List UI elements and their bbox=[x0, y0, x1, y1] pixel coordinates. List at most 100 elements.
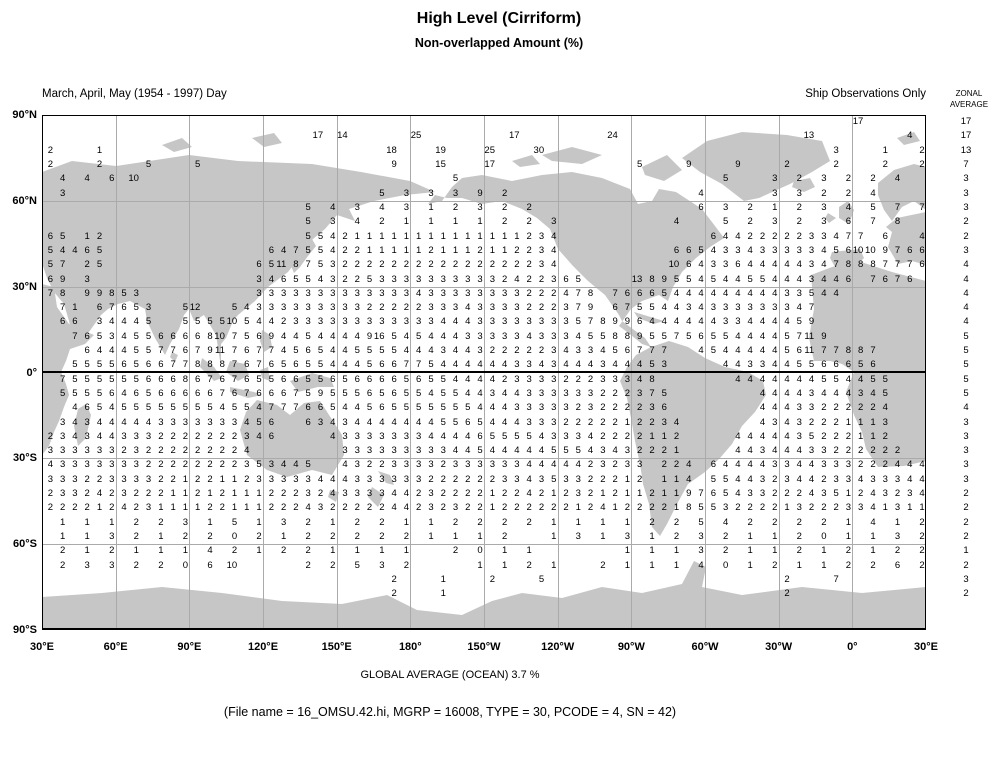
grid-cell-value: 6 bbox=[170, 387, 176, 399]
grid-cell-value: 3 bbox=[600, 445, 606, 457]
grid-cell-value: 2 bbox=[158, 445, 164, 457]
grid-cell-value: 5 bbox=[145, 345, 152, 357]
grid-cell-value: 4 bbox=[403, 345, 410, 357]
zonal-average-value: 5 bbox=[963, 387, 969, 399]
grid-cell-value: 3 bbox=[109, 459, 115, 471]
grid-cell-value: 3 bbox=[231, 416, 238, 428]
grid-cell-value: 3 bbox=[379, 316, 385, 328]
grid-cell-value: 5 bbox=[84, 387, 90, 399]
grid-cell-value: 6 bbox=[158, 330, 164, 342]
grid-cell-value: 4 bbox=[747, 345, 753, 357]
grid-cell-value: 5 bbox=[833, 244, 839, 256]
grid-cell-value: 2 bbox=[575, 416, 581, 428]
grid-cell-value: 3 bbox=[305, 302, 311, 314]
grid-cell-value: 3 bbox=[403, 430, 410, 442]
grid-cell-value: 6 bbox=[182, 330, 189, 342]
grid-cell-value: 2 bbox=[526, 273, 532, 285]
zonal-average-value: 5 bbox=[963, 373, 969, 385]
grid-cell-value: 3 bbox=[268, 302, 274, 314]
grid-cell-value: 3 bbox=[440, 445, 446, 457]
grid-cell-value: 7 bbox=[59, 302, 66, 314]
grid-cell-value: 5 bbox=[317, 373, 324, 385]
grid-cell-value: 7 bbox=[575, 287, 581, 299]
x-axis-tick-label: 60°E bbox=[103, 641, 128, 653]
grid-cell-value: 7 bbox=[280, 402, 287, 414]
grid-cell-value: 3 bbox=[330, 287, 336, 299]
grid-cell-value: 4 bbox=[256, 402, 262, 414]
grid-cell-value: 6 bbox=[305, 402, 311, 414]
grid-cell-value: 3 bbox=[354, 473, 360, 485]
grid-cell-value: 4 bbox=[342, 402, 348, 414]
grid-cell-value: 3 bbox=[403, 287, 410, 299]
grid-cell-value: 4 bbox=[747, 430, 753, 442]
grid-cell-value: 5 bbox=[207, 402, 213, 414]
grid-cell-value: 4 bbox=[538, 430, 545, 442]
grid-cell-value: 5 bbox=[686, 330, 692, 342]
grid-cell-value: 3 bbox=[109, 445, 115, 457]
grid-cell-value: 1 bbox=[452, 216, 459, 228]
grid-cell-value: 6 bbox=[305, 416, 311, 428]
grid-cell-value: 2 bbox=[47, 144, 53, 156]
grid-cell-value: 3 bbox=[440, 287, 446, 299]
grid-cell-value: 4 bbox=[747, 330, 753, 342]
grid-cell-value: 5 bbox=[317, 359, 324, 371]
grid-cell-value: 3 bbox=[477, 201, 483, 213]
grid-cell-value: 6 bbox=[158, 359, 164, 371]
grid-cell-value: 3 bbox=[587, 402, 594, 414]
x-axis-tick-label: 0° bbox=[847, 641, 858, 653]
grid-cell-value: 4 bbox=[121, 345, 127, 357]
grid-cell-value: 3 bbox=[600, 459, 606, 471]
grid-cell-value: 7 bbox=[661, 345, 667, 357]
grid-cell-value: 5 bbox=[612, 345, 618, 357]
grid-cell-value: 18 bbox=[386, 144, 397, 156]
grid-cell-value: 5 bbox=[686, 273, 692, 285]
grid-cell-value: 4 bbox=[403, 502, 410, 514]
grid-cell-value: 3 bbox=[563, 316, 569, 328]
grid-cell-value: 4 bbox=[587, 359, 594, 371]
grid-cell-value: 2 bbox=[403, 531, 410, 542]
grid-cell-value: 1 bbox=[182, 502, 189, 514]
grid-cell-value: 4 bbox=[526, 330, 532, 342]
grid-cell-value: 3 bbox=[280, 302, 287, 314]
grid-cell-value: 4 bbox=[710, 316, 716, 328]
grid-cell-value: 1 bbox=[661, 430, 667, 442]
grid-cell-value: 4 bbox=[514, 387, 520, 399]
zonal-average-value: 4 bbox=[963, 273, 969, 285]
grid-cell-value: 2 bbox=[489, 573, 495, 585]
grid-cell-value: 2 bbox=[649, 416, 655, 428]
grid-cell-value: 5 bbox=[342, 387, 348, 399]
grid-cell-value: 2 bbox=[379, 459, 385, 471]
grid-cell-value: 5 bbox=[280, 359, 287, 371]
grid-cell-value: 5 bbox=[133, 345, 139, 357]
grid-cell-value: 4 bbox=[342, 330, 348, 342]
grid-cell-value: 4 bbox=[894, 173, 901, 185]
grid-cell-value: 2 bbox=[501, 502, 508, 514]
grid-cell-value: 3 bbox=[366, 488, 373, 500]
grid-cell-value: 1 bbox=[391, 244, 397, 256]
grid-cell-value: 2 bbox=[317, 488, 324, 500]
grid-cell-value: 2 bbox=[796, 230, 802, 242]
grid-cell-value: 3 bbox=[722, 316, 729, 328]
grid-cell-value: 3 bbox=[882, 488, 888, 500]
grid-cell-value: 3 bbox=[772, 244, 778, 256]
grid-cell-value: 1 bbox=[231, 502, 238, 514]
grid-cell-value: 5 bbox=[575, 316, 581, 328]
grid-cell-value: 7 bbox=[575, 302, 581, 314]
grid-cell-value: 3 bbox=[563, 387, 569, 399]
grid-cell-value: 2 bbox=[637, 402, 643, 414]
grid-cell-value: 3 bbox=[317, 416, 324, 428]
grid-cell-value: 4 bbox=[428, 416, 434, 428]
grid-cell-value: 3 bbox=[489, 330, 495, 342]
grid-cell-value: 3 bbox=[551, 373, 557, 385]
grid-cell-value: 3 bbox=[489, 459, 495, 471]
grid-cell-value: 0 bbox=[821, 531, 827, 542]
grid-cell-value: 2 bbox=[538, 302, 545, 314]
grid-cell-value: 4 bbox=[96, 430, 103, 442]
grid-cell-value: 5 bbox=[833, 373, 839, 385]
grid-cell-value: 6 bbox=[845, 216, 852, 228]
grid-cell-value: 4 bbox=[673, 287, 680, 299]
grid-cell-value: 4 bbox=[121, 387, 127, 399]
grid-cell-value: 2 bbox=[501, 516, 508, 528]
grid-cell-value: 3 bbox=[280, 516, 287, 528]
grid-cell-value: 6 bbox=[379, 359, 385, 371]
